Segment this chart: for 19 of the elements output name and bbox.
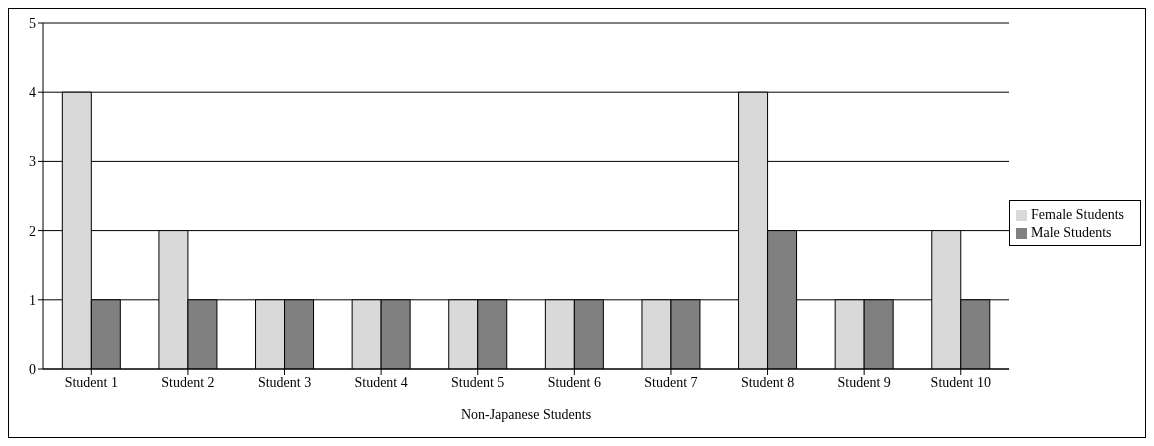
legend-label: Female Students xyxy=(1031,207,1124,222)
y-tick-label: 3 xyxy=(29,154,36,170)
x-tick-label: Student 2 xyxy=(161,374,215,390)
x-tick-label: Student 1 xyxy=(64,374,118,390)
y-tick-label: 5 xyxy=(29,15,36,31)
legend-label: Male Students xyxy=(1031,225,1112,240)
x-tick-label: Student 4 xyxy=(354,374,408,390)
x-tick-label: Student 5 xyxy=(451,374,505,390)
x-tick-label: Student 9 xyxy=(837,374,891,390)
y-tick-label: 1 xyxy=(29,292,36,308)
x-tick-label: Student 8 xyxy=(740,374,795,390)
x-tick-label: Student 6 xyxy=(547,374,601,390)
x-tick-label: Student 10 xyxy=(930,374,991,390)
y-tick-label: 0 xyxy=(29,361,36,377)
x-axis-title: Non-Japanese Students xyxy=(460,407,592,422)
y-tick-label: 2 xyxy=(29,223,36,239)
x-tick-label: Student 3 xyxy=(257,374,312,390)
y-tick-label: 4 xyxy=(29,85,36,101)
x-tick-label: Student 7 xyxy=(644,374,698,390)
